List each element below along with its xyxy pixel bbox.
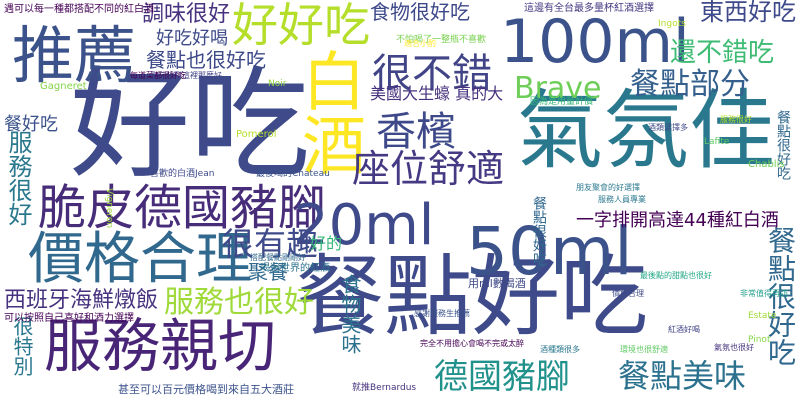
word-haohaochi: 好好吃 — [232, 0, 370, 52]
word-small-r: 搭配餐點剛剛好 — [250, 253, 306, 262]
word-20ml: 20ml — [293, 193, 435, 258]
word-haochi: 好吃 — [70, 56, 310, 195]
word-candian-hen-haochi-mid: 餐點很好吃 — [531, 196, 547, 266]
word-small-e: 沒有想到這裡那麼好 — [150, 71, 222, 80]
word-fuwu-qinqie: 服務親切 — [44, 312, 277, 380]
word-small-a: 價格合理 — [612, 289, 644, 298]
word-hao-de: 好的 — [310, 234, 343, 253]
word-small-h: 服務很好 — [720, 115, 752, 124]
word-hai-bucuo-chi: 還不錯吃 — [670, 38, 775, 68]
word-jucan: 聚餐 — [248, 260, 288, 284]
word-tiaowei-henhao: 調味很好 — [142, 2, 231, 27]
word-small-f: 因為是用量計價 — [530, 97, 594, 107]
word-pinot: Pinot — [748, 335, 771, 345]
word-baijiu: 白酒 — [291, 48, 365, 176]
word-candian-hen-haochi-left: 餐點很好吃 — [775, 110, 791, 180]
word-candian-hen-haochi-right: 餐點很好吃 — [764, 226, 797, 366]
word-candian-ye-hen-haochi: 餐點也很好吃 — [146, 48, 266, 72]
word-hen-youqu: 很有趣 — [222, 225, 319, 263]
word-tuijian: 推薦 — [12, 19, 137, 92]
word-noir: Noir — [268, 79, 287, 89]
word-pomerol: Pomerol — [236, 129, 277, 140]
word-qifen-jia: 氣氛佳 — [517, 81, 775, 181]
word-fuwu-henhao: 服務很好 — [4, 130, 32, 226]
word-zuowei-shushi: 座位舒適 — [352, 147, 505, 191]
word-vigneron: Vigneron — [104, 188, 114, 229]
word-jean: 喜歡的白酒Jean — [150, 169, 215, 179]
word-hen-bucuo: 很不錯 — [372, 51, 492, 97]
word-50ml: 50ml — [466, 213, 633, 290]
word-candian-haochi: 餐點好吃 — [296, 245, 649, 348]
word-chablis: Chablis — [748, 159, 785, 170]
word-hen-tebie: 很特別 — [10, 316, 34, 376]
word-phrase-4: 可以按照自己喜好和酒力選擇 — [4, 313, 134, 324]
word-phrase-2: 這邊有全台最多量杯紅酒選擇 — [524, 3, 654, 14]
word-candian-bufen: 餐點部分 — [630, 67, 750, 102]
word-shiwu-meiwei: 食物美味 — [338, 274, 362, 354]
word-shiwu-hen-haochi: 食物很好吃 — [370, 0, 470, 24]
word-lafite: Lafite — [704, 137, 730, 147]
word-phrase-7: 完全不用擔心會喝不完或太醉 — [420, 339, 524, 348]
word-deguo-zhujiao: 德國豬腳 — [434, 357, 570, 397]
word-xibanya-haixian-dunfan: 西班牙海鮮燉飯 — [4, 288, 159, 313]
word-can-haochi: 餐好吃 — [4, 114, 58, 135]
word-100ml: 100ml — [500, 7, 690, 77]
word-estate: Estate — [748, 311, 777, 321]
word-small-m: 每道菜都很好吃 — [130, 71, 186, 80]
word-small-q: 適合小酌 — [404, 39, 436, 48]
word-dongxi-haochi: 東西好吃 — [700, 0, 796, 26]
word-small-o: 朋友聚會的好選擇 — [576, 183, 640, 192]
word-ingots: Ingots — [658, 19, 686, 29]
word-small-k: 感謝服務生推薦 — [414, 309, 470, 318]
word-gagneret: Gagneret — [40, 81, 87, 92]
word-small-g: 不怕喝了一整瓶不喜歡 — [396, 35, 487, 45]
word-phrase-6: 喝遍世界的紅酒 — [260, 263, 330, 274]
word-bernardus: 就推Bernardus — [352, 383, 417, 393]
word-phrase-1: 遇可以每一種都搭配不同的紅白酒 — [4, 4, 154, 15]
word-small-p: 紅酒好喝 — [668, 325, 700, 334]
word-haochi-haohe: 好吃好喝 — [156, 28, 228, 49]
word-jiage-heli: 價格合理 — [28, 227, 252, 292]
word-small-l: 非常值得再訪 — [740, 289, 788, 298]
word-chateau: 最後喝的Chateau — [256, 169, 330, 179]
word-small-b: 服務人員專業 — [598, 195, 646, 204]
word-xiangbin: 香檳 — [376, 109, 456, 155]
word-small-i: 環境也很舒適 — [620, 345, 668, 354]
word-candian-meiwei: 餐點美味 — [618, 357, 747, 395]
word-small-j: 酒種類很多 — [540, 345, 580, 354]
word-phrase-3: 用ml數喝酒 — [468, 277, 526, 290]
word-small-c: 氣氛也很好 — [714, 343, 754, 352]
word-phrase-5: 甚至可以百元價格喝到來自五大酒莊 — [118, 383, 294, 396]
word-cuipi-deguo-zhujiao: 脆皮德國豬腳 — [38, 180, 327, 236]
word-meiguo-dashenghao: 美國大生蠔 真的大 — [370, 84, 504, 103]
word-brave: Brave — [514, 71, 602, 106]
word-fuwu-ye-henhao: 服務也很好 — [164, 285, 314, 320]
word-small-n: 最後點的甜點也很好 — [640, 271, 712, 280]
word-small-d: 酒類選擇多 — [648, 123, 688, 132]
word-44-hongbaijiu: 一字排開高達44種紅白酒 — [576, 210, 779, 231]
